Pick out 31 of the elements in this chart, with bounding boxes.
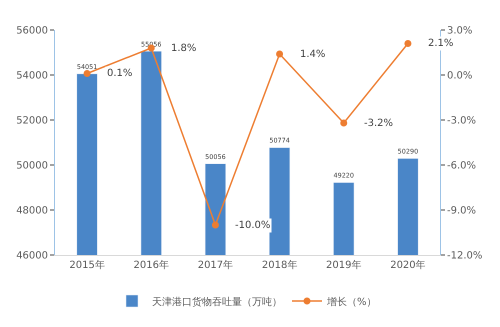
legend-label: 增长（%） [326, 296, 377, 308]
x-tick-label: 2016年 [134, 259, 169, 271]
point [84, 70, 91, 77]
x-tick-label: 2015年 [69, 259, 105, 271]
data-label: -10.0% [235, 220, 270, 231]
x-tick-label: 2020年 [390, 259, 426, 271]
x-tick-label: 2017年 [198, 259, 234, 271]
y-tick-label: 56000 [16, 26, 48, 36]
y2-tick-label: 0.0% [447, 70, 472, 82]
data-label: 1.8% [171, 43, 196, 54]
point [212, 222, 219, 228]
y2-tick-label: -12.0% [447, 250, 482, 262]
y-tick-label: 50000 [16, 160, 48, 172]
point [340, 120, 348, 126]
x-tick-label: 2018年 [262, 259, 298, 271]
y2-tick-label: -3.0% [447, 116, 476, 126]
y2-tick-label: -9.0% [447, 206, 476, 216]
point [404, 40, 412, 47]
data-label: 0.1% [107, 68, 132, 79]
legend-label: 天津港口货物吞吐量（万吨） [152, 296, 282, 308]
data-label: 1.4% [300, 49, 326, 60]
y-tick-label: 52000 [16, 116, 48, 126]
x-tick-label: 2019年 [326, 259, 362, 271]
data-label: 2.1% [428, 38, 454, 49]
y-tick-label: 48000 [16, 206, 48, 216]
point [276, 50, 284, 58]
y2-tick-label: -6.0% [447, 160, 476, 172]
y2-tick-label: 3.0% [447, 26, 472, 36]
y-tick-label: 54000 [16, 70, 48, 82]
y-tick-label: 46000 [16, 250, 48, 262]
data-label: -3.2% [364, 118, 394, 129]
